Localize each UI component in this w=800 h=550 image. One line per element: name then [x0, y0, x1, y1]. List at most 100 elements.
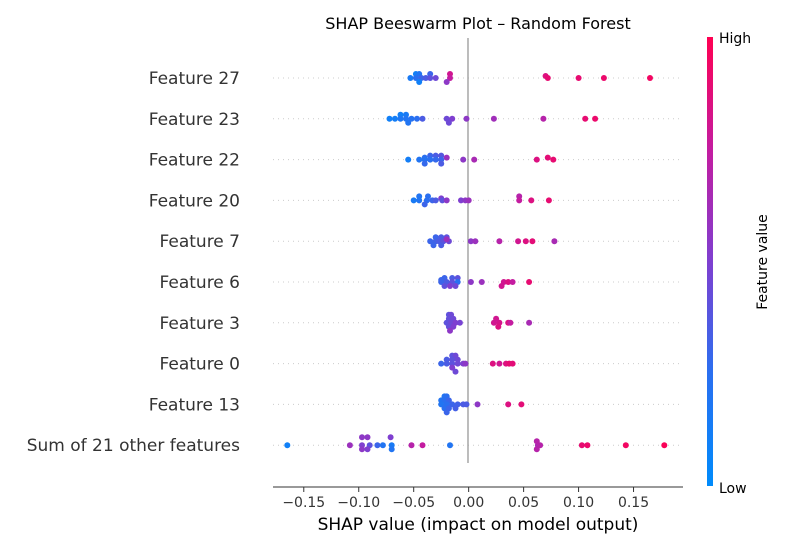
shap-point: [443, 360, 450, 367]
shap-point: [452, 368, 459, 375]
shap-point: [493, 315, 500, 322]
shap-point: [582, 115, 589, 122]
shap-point: [447, 283, 453, 289]
colorbar-low-label: Low: [719, 481, 747, 497]
shap-point: [405, 119, 412, 126]
shap-point: [463, 115, 470, 122]
shap-point: [509, 360, 516, 367]
shap-point: [397, 115, 404, 122]
shap-point: [438, 360, 445, 367]
x-tick-label: 0.10: [563, 495, 594, 511]
shap-point: [522, 238, 529, 245]
shap-point: [537, 442, 544, 449]
shap-point: [359, 446, 365, 453]
x-tick-label: −0.15: [282, 495, 325, 511]
shap-point: [374, 442, 381, 449]
shap-point: [505, 401, 512, 408]
shap-point: [438, 401, 445, 408]
shap-point: [458, 197, 464, 204]
shap-point: [443, 236, 450, 243]
shap-point: [467, 279, 474, 285]
shap-point: [498, 283, 505, 289]
shap-point: [489, 360, 496, 367]
shap-point: [427, 156, 434, 163]
shap-point: [419, 442, 426, 449]
shap-point: [438, 277, 445, 283]
feature-label: Feature 3: [160, 314, 240, 334]
shap-point: [449, 115, 456, 122]
shap-point: [474, 401, 481, 408]
shap-point: [661, 442, 668, 449]
shap-point: [551, 238, 558, 245]
shap-point: [284, 442, 291, 449]
shap-point: [622, 442, 629, 449]
shap-point: [412, 75, 419, 81]
shap-point: [467, 238, 474, 245]
shap-point: [421, 160, 428, 167]
feature-label: Feature 27: [149, 69, 240, 89]
shap-point: [447, 75, 453, 81]
shap-point: [392, 115, 398, 122]
feature-label: Feature 22: [149, 151, 240, 171]
shap-point: [465, 197, 472, 204]
shap-point: [533, 156, 540, 163]
shap-point: [414, 115, 420, 122]
shap-point: [518, 401, 525, 408]
x-tick-label: 0.00: [453, 495, 484, 511]
shap-point: [575, 75, 582, 81]
shap-point: [578, 442, 585, 449]
x-axis-label: SHAP value (impact on model output): [318, 515, 639, 535]
shap-point: [450, 323, 457, 330]
shap-point: [452, 283, 459, 289]
shap-point: [496, 360, 503, 367]
shap-point: [592, 115, 599, 122]
feature-label: Feature 13: [149, 395, 240, 415]
shap-point: [359, 434, 365, 441]
shap-point: [600, 75, 607, 81]
feature-label: Sum of 21 other features: [27, 436, 240, 456]
shap-point: [346, 442, 353, 449]
shap-point: [452, 405, 459, 412]
shap-point: [387, 434, 394, 441]
x-axis-ticks: −0.15 −0.10 −0.05 0.00 0.05 0.10 0.15: [282, 487, 649, 511]
shap-point: [364, 446, 371, 453]
shap-point: [416, 156, 423, 163]
shap-point: [472, 238, 479, 245]
shap-point: [584, 442, 591, 449]
shap-point: [438, 160, 445, 167]
shap-point: [430, 242, 437, 249]
shap-point: [456, 319, 463, 326]
shap-point: [427, 75, 434, 81]
shap-point: [410, 197, 417, 204]
shap-point: [496, 238, 503, 245]
feature-label: Feature 20: [149, 191, 240, 211]
shap-point: [526, 279, 533, 285]
feature-label: Feature 7: [160, 232, 240, 252]
shap-point: [528, 197, 535, 204]
shap-point: [545, 197, 552, 204]
shap-point: [507, 319, 514, 326]
colorbar-title: Feature value: [755, 214, 771, 310]
shap-point: [427, 238, 434, 245]
shap-point: [405, 156, 412, 163]
shap-point: [462, 360, 469, 367]
shap-point: [443, 154, 450, 161]
shap-point: [460, 156, 467, 163]
shap-point: [422, 75, 429, 81]
shap-point: [443, 197, 450, 204]
shap-point: [544, 75, 551, 81]
x-tick-label: −0.05: [392, 495, 435, 511]
shap-point: [478, 279, 485, 285]
shap-point: [463, 401, 470, 408]
shap-point: [509, 279, 516, 285]
shap-point: [550, 156, 557, 163]
shap-point: [454, 360, 461, 367]
shap-point: [439, 197, 446, 204]
shap-point: [443, 409, 450, 416]
feature-label: Feature 0: [160, 355, 240, 375]
shap-point: [388, 446, 395, 453]
shap-point: [495, 323, 502, 330]
shap-point: [416, 197, 423, 204]
shap-point: [432, 156, 439, 163]
shap-point: [421, 201, 428, 208]
